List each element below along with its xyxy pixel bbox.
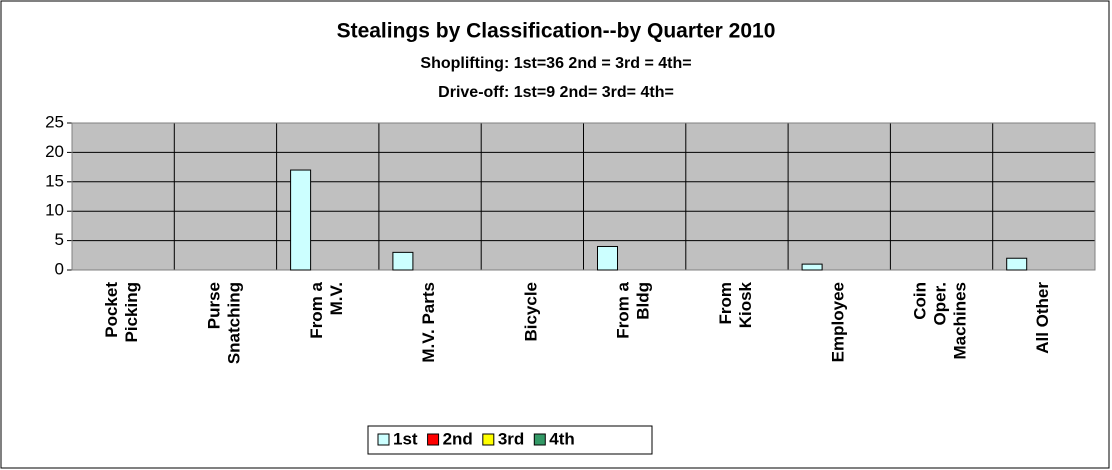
legend-label: 3rd (498, 429, 524, 448)
y-tick-label: 10 (45, 201, 64, 220)
chart-title: Stealings by Classification--by Quarter … (337, 20, 776, 43)
x-tick-label: Bicycle (522, 282, 541, 342)
chart-subtitle: Shoplifting: 1st=36 2nd = 3rd = 4th= (420, 55, 691, 72)
legend: 1st 2nd 3rd 4th (367, 425, 653, 455)
y-tick-label: 15 (45, 171, 64, 190)
x-tick-label: From aBldg (614, 281, 653, 338)
bar (1006, 257, 1028, 271)
legend-swatch (533, 433, 546, 446)
bar (597, 245, 618, 271)
x-tick-label: From aM.V. (307, 281, 346, 338)
x-tick-label: Employee (829, 282, 848, 362)
y-tick-label: 20 (45, 142, 64, 161)
legend-box (367, 425, 653, 455)
legend-swatch (482, 433, 495, 446)
chart-subtitle: Drive-off: 1st=9 2nd= 3rd= 4th= (438, 84, 674, 101)
x-tick-label: CoinOper.Machines (911, 282, 970, 359)
y-tick-label: 0 (55, 259, 64, 278)
plot-border (71, 122, 1096, 271)
legend-label: 2nd (443, 429, 473, 448)
bar (290, 169, 312, 271)
y-tick-label: 25 (45, 112, 64, 131)
y-tick-label: 5 (55, 230, 64, 249)
bar (801, 263, 823, 271)
legend-swatch (377, 433, 390, 446)
x-tick-label: M.V. Parts (420, 282, 439, 363)
x-tick-label: PurseSnatching (205, 282, 244, 364)
legend-label: 4th (549, 429, 575, 448)
legend-label: 1st (393, 429, 418, 448)
x-tick-label: PocketPicking (103, 282, 142, 343)
legend-swatch (427, 433, 440, 446)
x-tick-label: FromKiosk (716, 281, 755, 328)
x-tick-label: All Other (1033, 282, 1052, 354)
bar (392, 251, 414, 271)
